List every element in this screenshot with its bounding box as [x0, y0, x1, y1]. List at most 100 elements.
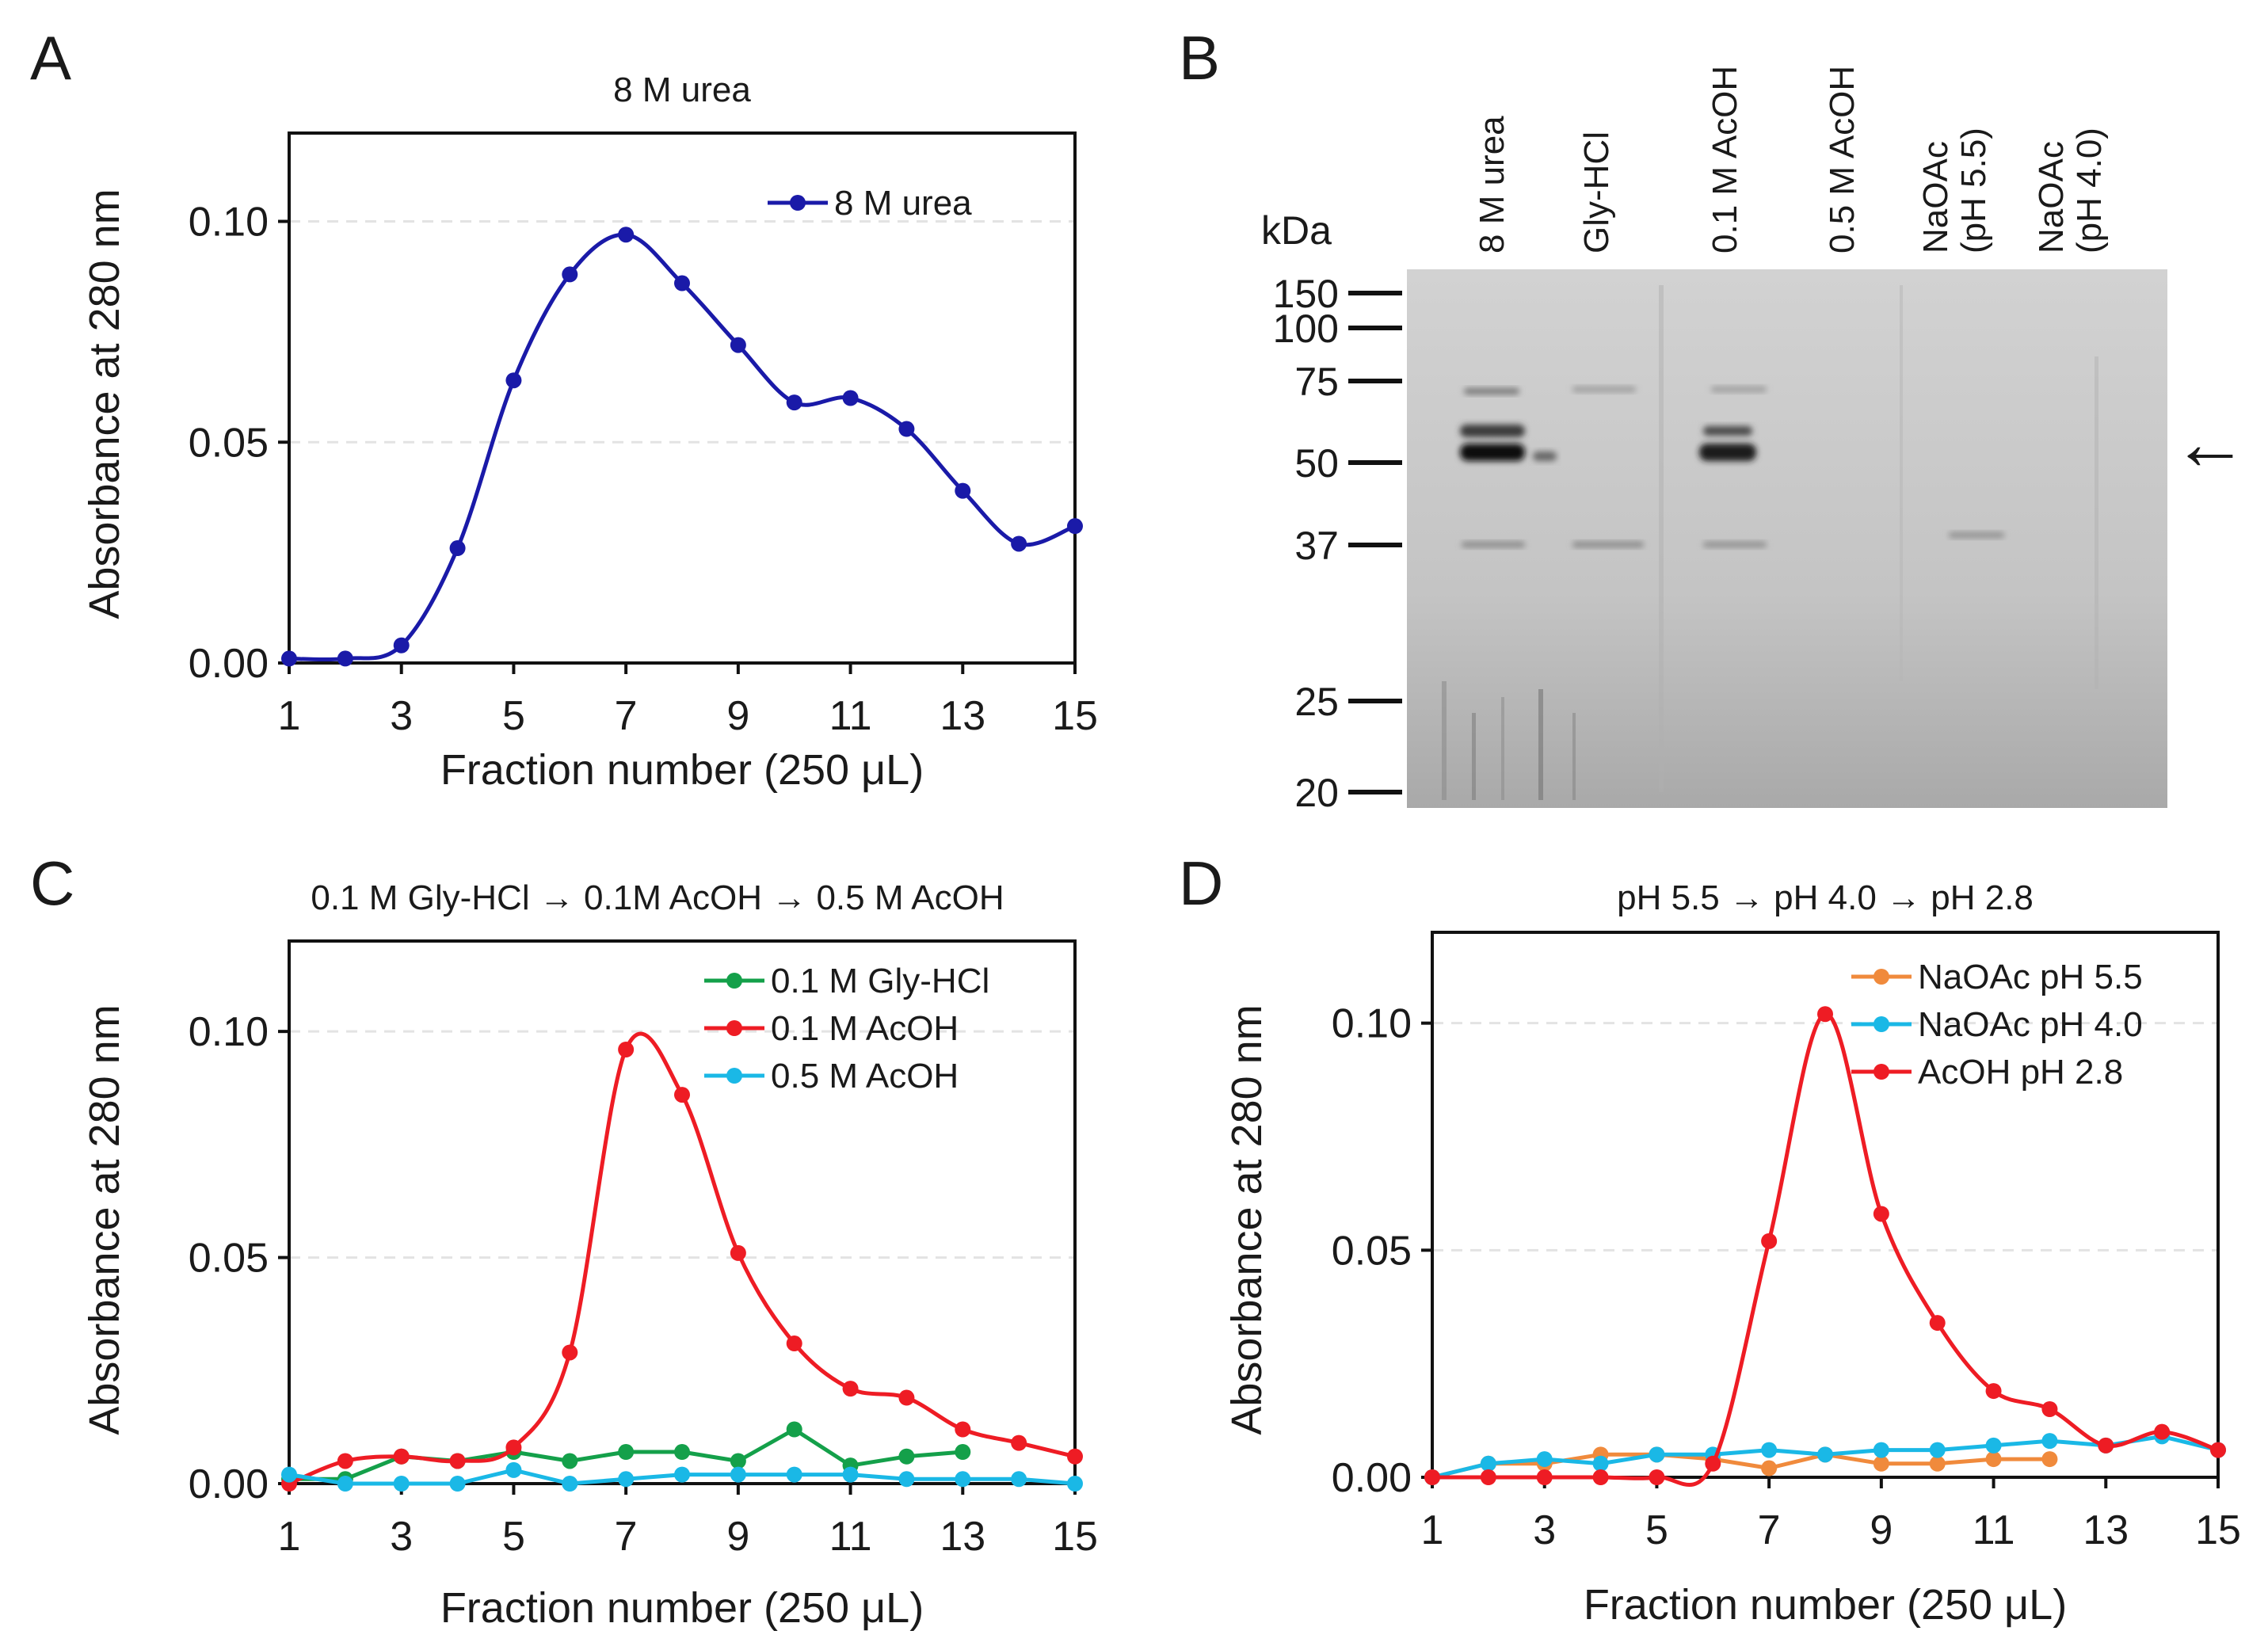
data-point-0-5-m-acoh — [730, 1466, 746, 1483]
data-point-naoac-ph-4-0 — [1649, 1446, 1665, 1463]
panel-d: D pH 5.5 → pH 4.0 → pH 2.8 0.00 0.05 0.10 1… — [1179, 848, 2241, 1629]
gel-band-naoac55-37kda — [1949, 532, 2004, 538]
chart-c-y-tick-label: 0.00 — [189, 1461, 269, 1507]
data-point-8-m-urea — [449, 540, 466, 557]
legend-label-0-5-m-acoh: 0.5 M AcOH — [771, 1057, 959, 1095]
data-point-naoac-ph-5-5 — [1761, 1460, 1778, 1476]
gel-lane-label-line: 0.5 M AcOH — [1823, 66, 1862, 253]
data-point-0-1-m-acoh — [505, 1439, 522, 1456]
chart-d-y-tick-label: 0.10 — [1332, 1001, 1412, 1047]
chart-c-title: 0.1 M Gly-HCl → 0.1M AcOH → 0.5 M AcOH — [311, 878, 1004, 917]
chart-c-x-tick-label: 3 — [390, 1514, 413, 1560]
data-point-naoac-ph-4-0 — [2041, 1433, 2058, 1450]
data-point-8-m-urea — [562, 266, 578, 283]
data-point-0-1-m-acoh — [562, 1344, 578, 1361]
data-point-8-m-urea — [842, 390, 859, 406]
chart-d-x-tick-label: 1 — [1421, 1507, 1444, 1553]
chart-d-frame — [1431, 931, 2220, 1479]
gel-marker-label-20: 20 — [1294, 771, 1339, 815]
chart-a-x-tick-label: 7 — [615, 693, 638, 739]
data-point-0-5-m-acoh — [393, 1476, 410, 1492]
chart-a-x-axis-label: Fraction number (250 μL) — [440, 746, 924, 794]
chart-d-x-tick-label: 3 — [1533, 1507, 1556, 1553]
gel-lane-label-line: Gly-HCl — [1577, 131, 1616, 253]
gel-background-streaks — [1442, 285, 2098, 800]
gel-band-gly-70kda — [1572, 387, 1636, 392]
chart-c-x-tick-label: 13 — [940, 1514, 985, 1560]
chart-a-y-tick-label: 0.00 — [189, 641, 269, 687]
chart-d-x-tick-label: 5 — [1645, 1507, 1668, 1553]
data-point-naoac-ph-5-5 — [1985, 1451, 2002, 1468]
data-point-0-5-m-acoh — [505, 1461, 522, 1478]
data-point-0-1-m-acoh — [1067, 1448, 1083, 1465]
gel-lane-label-6: NaOAc(pH 4.0) — [2032, 128, 2109, 253]
gel-band-gly-50kda — [1533, 452, 1557, 461]
gel-band-acoh01-70kda — [1711, 387, 1767, 392]
data-point-0-5-m-acoh — [842, 1466, 859, 1483]
data-point-0-5-m-acoh — [562, 1476, 578, 1492]
gel-bands — [1460, 387, 2004, 547]
gel-lane-label-line: 0.1 M AcOH — [1706, 66, 1744, 253]
gel-marker-label-150: 150 — [1273, 272, 1339, 316]
chart-c-frame — [288, 939, 1077, 1485]
chart-c-y-tick-label: 0.10 — [189, 1009, 269, 1055]
data-point-naoac-ph-4-0 — [1536, 1451, 1553, 1468]
data-point-0-1-m-gly-hcl — [955, 1444, 971, 1461]
data-point-acoh-ph-2-8 — [1929, 1315, 1946, 1332]
data-point-8-m-urea — [618, 227, 635, 243]
panel-letter-b: B — [1179, 23, 1220, 93]
chart-a-plot: 0.000.050.101 3 5 7 9 11 13 158 M urea — [189, 131, 1098, 739]
data-point-acoh-ph-2-8 — [1985, 1383, 2002, 1400]
gel-image — [1407, 269, 2167, 808]
gel-band-acoh01-50kda — [1699, 444, 1756, 461]
chart-a-title: 8 M urea — [613, 70, 751, 109]
data-point-0-1-m-gly-hcl — [730, 1453, 746, 1469]
chart-c-y-tick-label: 0.05 — [189, 1236, 269, 1282]
data-point-naoac-ph-5-5 — [1873, 1455, 1889, 1472]
data-point-acoh-ph-2-8 — [2210, 1442, 2226, 1458]
data-point-naoac-ph-4-0 — [1929, 1442, 1946, 1458]
chart-c-x-axis-label: Fraction number (250 μL) — [440, 1584, 924, 1632]
panel-c: C 0.1 M Gly-HCl → 0.1M AcOH → 0.5 M AcOH… — [30, 848, 1098, 1632]
data-point-0-5-m-acoh — [1067, 1476, 1083, 1492]
chart-c-x-tick-label: 1 — [278, 1514, 301, 1560]
data-point-naoac-ph-4-0 — [1817, 1446, 1833, 1463]
chart-c-x-tick-label: 15 — [1052, 1514, 1098, 1560]
gel-lane-label-4: 0.5 M AcOH — [1823, 66, 1862, 253]
legend-label-naoac-ph-4-0: NaOAc pH 4.0 — [1918, 1005, 2143, 1044]
data-point-0-1-m-acoh — [449, 1453, 466, 1469]
data-point-8-m-urea — [898, 421, 915, 437]
data-point-acoh-ph-2-8 — [1649, 1469, 1665, 1485]
gel-marker-label-100: 100 — [1273, 307, 1339, 351]
data-point-acoh-ph-2-8 — [1536, 1469, 1553, 1485]
data-point-0-5-m-acoh — [618, 1471, 635, 1488]
legend-label-acoh-ph-2-8: AcOH pH 2.8 — [1918, 1053, 2123, 1092]
legend-marker-acoh-ph-2-8 — [1873, 1064, 1889, 1080]
gel-lane-label-line: (pH 4.0) — [2070, 128, 2109, 253]
data-point-naoac-ph-4-0 — [1480, 1455, 1496, 1472]
data-point-8-m-urea — [393, 637, 410, 653]
gel-marker-label-37: 37 — [1294, 524, 1339, 568]
legend-marker-0-1-m-acoh — [726, 1020, 742, 1036]
legend-label-8-m-urea: 8 M urea — [834, 184, 972, 223]
series-line-8-m-urea — [288, 232, 1076, 662]
legend-marker-0-5-m-acoh — [726, 1068, 742, 1084]
data-point-0-1-m-gly-hcl — [786, 1421, 802, 1438]
chart-d-x-tick-label: 13 — [2083, 1507, 2129, 1553]
gel-band-acoh01-37kda — [1703, 542, 1767, 547]
data-point-0-5-m-acoh — [898, 1471, 915, 1488]
chart-c-x-tick-label: 9 — [726, 1514, 749, 1560]
data-point-8-m-urea — [955, 482, 971, 499]
gel-kda-label: kDa — [1261, 208, 1332, 253]
legend-label-0-1-m-gly-hcl: 0.1 M Gly-HCl — [771, 962, 989, 1000]
chart-d-x-axis-label: Fraction number (250 μL) — [1584, 1581, 2067, 1629]
gel-marker-label-75: 75 — [1294, 360, 1339, 404]
chart-a-x-tick-label: 3 — [390, 693, 413, 739]
data-point-acoh-ph-2-8 — [2098, 1437, 2114, 1454]
data-point-0-1-m-acoh — [674, 1087, 690, 1103]
data-point-acoh-ph-2-8 — [1424, 1469, 1440, 1485]
gel-band-urea-70kda — [1464, 388, 1519, 394]
chart-d-title: pH 5.5 → pH 4.0 → pH 2.8 — [1617, 878, 2034, 917]
chart-a-y-tick-label: 0.10 — [189, 200, 269, 246]
